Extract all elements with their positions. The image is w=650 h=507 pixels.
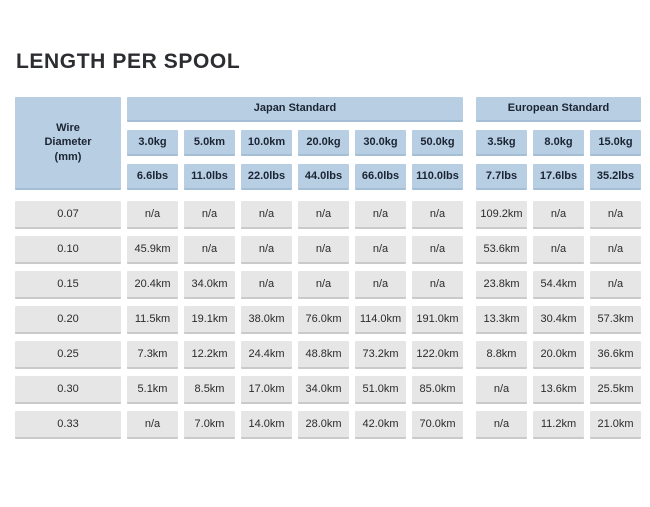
group-header-japan-standard: Japan Standard bbox=[127, 97, 463, 122]
cell-value: n/a bbox=[590, 271, 641, 299]
cell-value: 24.4km bbox=[241, 341, 292, 369]
cell-value: 13.3km bbox=[476, 306, 527, 334]
cell-value: 14.0km bbox=[241, 411, 292, 439]
cell-value: 28.0km bbox=[298, 411, 349, 439]
cell-value: 191.0km bbox=[412, 306, 463, 334]
cell-value: n/a bbox=[298, 236, 349, 264]
cell-value: 7.0km bbox=[184, 411, 235, 439]
col-header-lbs: 17.6lbs bbox=[533, 164, 584, 190]
cell-value: 114.0km bbox=[355, 306, 406, 334]
row-diameter: 0.30 bbox=[15, 376, 121, 404]
cell-value: n/a bbox=[355, 236, 406, 264]
cell-value: 53.6km bbox=[476, 236, 527, 264]
cell-value: 11.5km bbox=[127, 306, 178, 334]
cell-value: 109.2km bbox=[476, 201, 527, 229]
col-header-kg: 20.0kg bbox=[298, 130, 349, 156]
cell-value: 51.0km bbox=[355, 376, 406, 404]
col-header-lbs: 6.6lbs bbox=[127, 164, 178, 190]
cell-value: 34.0km bbox=[298, 376, 349, 404]
cell-value: n/a bbox=[241, 201, 292, 229]
col-header-lbs: 44.0lbs bbox=[298, 164, 349, 190]
wire-diameter-header: Wire Diameter (mm) bbox=[15, 97, 121, 190]
col-header-lbs: 11.0lbs bbox=[184, 164, 235, 190]
cell-value: 8.5km bbox=[184, 376, 235, 404]
col-header-lbs: 35.2lbs bbox=[590, 164, 641, 190]
cell-value: n/a bbox=[127, 411, 178, 439]
cell-value: n/a bbox=[184, 201, 235, 229]
cell-value: 42.0km bbox=[355, 411, 406, 439]
col-header-kg: 30.0kg bbox=[355, 130, 406, 156]
cell-value: n/a bbox=[590, 236, 641, 264]
cell-value: 8.8km bbox=[476, 341, 527, 369]
cell-value: n/a bbox=[412, 201, 463, 229]
cell-value: 73.2km bbox=[355, 341, 406, 369]
col-header-lbs: 66.0lbs bbox=[355, 164, 406, 190]
cell-value: 54.4km bbox=[533, 271, 584, 299]
cell-value: 13.6km bbox=[533, 376, 584, 404]
page-title: LENGTH PER SPOOL bbox=[16, 50, 241, 73]
col-header-lbs: 110.0lbs bbox=[412, 164, 463, 190]
table-body: 0.07 n/a n/a n/a n/a n/a n/a 109.2km n/a n/a 0.10 4… bbox=[15, 201, 650, 439]
cell-value: n/a bbox=[476, 376, 527, 404]
cell-value: 25.5km bbox=[590, 376, 641, 404]
cell-value: 38.0km bbox=[241, 306, 292, 334]
table-header: Wire Diameter (mm) Japan Standard Europe… bbox=[15, 97, 650, 190]
wire-diameter-header-label: Wire Diameter (mm) bbox=[44, 122, 92, 163]
col-header-kg: 5.0km bbox=[184, 130, 235, 156]
col-header-kg: 3.5kg bbox=[476, 130, 527, 156]
cell-value: 21.0km bbox=[590, 411, 641, 439]
col-header-kg: 3.0kg bbox=[127, 130, 178, 156]
col-header-kg: 15.0kg bbox=[590, 130, 641, 156]
cell-value: n/a bbox=[184, 236, 235, 264]
cell-value: n/a bbox=[298, 271, 349, 299]
cell-value: 70.0km bbox=[412, 411, 463, 439]
row-diameter: 0.25 bbox=[15, 341, 121, 369]
cell-value: 5.1km bbox=[127, 376, 178, 404]
row-diameter: 0.20 bbox=[15, 306, 121, 334]
row-diameter: 0.33 bbox=[15, 411, 121, 439]
col-header-lbs: 7.7lbs bbox=[476, 164, 527, 190]
col-header-lbs: 22.0lbs bbox=[241, 164, 292, 190]
cell-value: n/a bbox=[590, 201, 641, 229]
cell-value: 57.3km bbox=[590, 306, 641, 334]
cell-value: n/a bbox=[412, 236, 463, 264]
cell-value: 20.0km bbox=[533, 341, 584, 369]
cell-value: 85.0km bbox=[412, 376, 463, 404]
cell-value: n/a bbox=[533, 201, 584, 229]
cell-value: 17.0km bbox=[241, 376, 292, 404]
row-diameter: 0.10 bbox=[15, 236, 121, 264]
cell-value: 19.1km bbox=[184, 306, 235, 334]
col-header-kg: 10.0km bbox=[241, 130, 292, 156]
cell-value: 122.0km bbox=[412, 341, 463, 369]
cell-value: 12.2km bbox=[184, 341, 235, 369]
cell-value: n/a bbox=[355, 201, 406, 229]
row-diameter: 0.15 bbox=[15, 271, 121, 299]
group-header-european-standard: European Standard bbox=[476, 97, 641, 122]
row-diameter: 0.07 bbox=[15, 201, 121, 229]
cell-value: n/a bbox=[355, 271, 406, 299]
cell-value: 23.8km bbox=[476, 271, 527, 299]
cell-value: 7.3km bbox=[127, 341, 178, 369]
cell-value: 34.0km bbox=[184, 271, 235, 299]
cell-value: n/a bbox=[476, 411, 527, 439]
cell-value: n/a bbox=[241, 236, 292, 264]
cell-value: 36.6km bbox=[590, 341, 641, 369]
col-header-kg: 8.0kg bbox=[533, 130, 584, 156]
cell-value: n/a bbox=[412, 271, 463, 299]
cell-value: 11.2km bbox=[533, 411, 584, 439]
cell-value: n/a bbox=[127, 201, 178, 229]
cell-value: 45.9km bbox=[127, 236, 178, 264]
cell-value: n/a bbox=[298, 201, 349, 229]
cell-value: 30.4km bbox=[533, 306, 584, 334]
cell-value: 20.4km bbox=[127, 271, 178, 299]
cell-value: 48.8km bbox=[298, 341, 349, 369]
cell-value: n/a bbox=[533, 236, 584, 264]
col-header-kg: 50.0kg bbox=[412, 130, 463, 156]
cell-value: n/a bbox=[241, 271, 292, 299]
cell-value: 76.0km bbox=[298, 306, 349, 334]
